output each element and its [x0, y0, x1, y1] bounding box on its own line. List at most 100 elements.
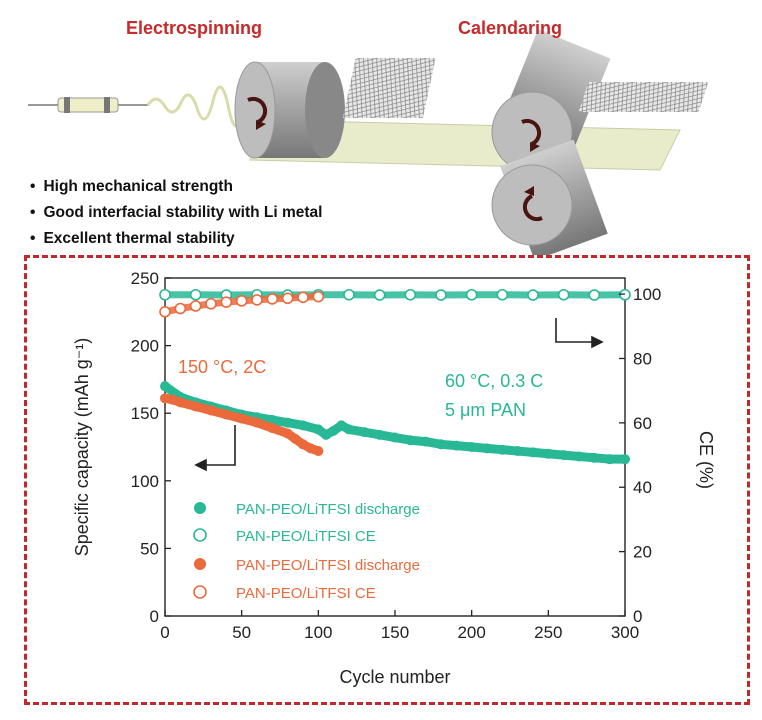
- feature-item: High mechanical strength: [30, 174, 322, 200]
- data-point: [496, 288, 509, 301]
- x-tick-label: 0: [160, 623, 169, 642]
- legend-marker-teal-open: [193, 528, 207, 542]
- data-point: [313, 424, 324, 435]
- right-axis-arrow: [555, 318, 604, 349]
- legend-marker-orange-open: [193, 585, 207, 599]
- legend-label: PAN-PEO/LiTFSI discharge: [236, 501, 420, 518]
- y-left-tick-label: 150: [131, 404, 159, 423]
- data-point: [512, 446, 523, 457]
- y-right-tick-label: 40: [633, 478, 652, 497]
- data-point: [527, 289, 539, 301]
- x-tick-label: 150: [381, 623, 409, 642]
- step-title-electrospinning: Electrospinning: [126, 18, 263, 38]
- data-point: [620, 454, 630, 465]
- feature-item: Good interfacial stability with Li metal: [30, 200, 322, 226]
- x-tick-label: 250: [534, 623, 562, 642]
- x-axis-label: Cycle number: [339, 667, 450, 687]
- data-point: [305, 443, 316, 454]
- data-point: [313, 446, 324, 457]
- nanofiber-mat: [342, 58, 436, 118]
- data-point: [282, 417, 293, 428]
- y-right-tick-label: 20: [633, 543, 652, 562]
- data-point: [359, 427, 370, 438]
- y-left-tick-label: 200: [131, 337, 159, 356]
- y-right-tick-label: 60: [633, 414, 652, 433]
- schematic-illustration: [28, 29, 709, 255]
- y-axis-right-label: CE (%): [696, 431, 716, 489]
- data-point: [205, 297, 217, 310]
- data-point: [343, 288, 355, 301]
- y-right-tick-label: 80: [633, 349, 652, 368]
- data-point: [266, 293, 279, 305]
- legend-marker-teal-filled: [194, 502, 206, 514]
- data-point: [374, 429, 385, 440]
- calendared-film: [578, 82, 709, 112]
- data-point: [167, 394, 178, 405]
- series-3: [159, 290, 325, 318]
- data-point: [159, 288, 171, 301]
- data-point: [221, 409, 232, 420]
- data-point: [160, 381, 170, 392]
- data-point: [435, 289, 447, 301]
- data-point: [159, 305, 171, 318]
- data-point: [298, 439, 308, 450]
- data-point: [189, 288, 202, 301]
- data-point: [405, 435, 416, 446]
- data-point: [321, 429, 331, 440]
- data-point: [189, 300, 202, 312]
- y-axis-left-label: Specific capacity (mAh g⁻¹): [72, 338, 92, 557]
- data-point: [298, 420, 308, 431]
- data-point: [328, 425, 339, 436]
- data-point: [236, 413, 247, 424]
- data-point: [312, 290, 325, 303]
- data-point: [251, 294, 263, 306]
- x-tick-label: 300: [611, 623, 639, 642]
- annotation-rt-thickness: 5 μm PAN: [445, 400, 526, 420]
- data-point: [574, 451, 584, 462]
- data-point: [482, 443, 492, 454]
- left-axis-arrow: [194, 425, 236, 472]
- data-point: [252, 417, 262, 428]
- data-point: [558, 450, 569, 461]
- data-point: [206, 405, 216, 416]
- data-point: [589, 452, 600, 463]
- chart-frame: [24, 255, 750, 705]
- data-point: [465, 288, 478, 301]
- data-point: [436, 439, 446, 450]
- data-point: [588, 289, 601, 301]
- data-point: [336, 420, 347, 431]
- series-0: [160, 381, 630, 465]
- axis-ticks: 0 50 100 150 200 250 3000501001502002500204060…: [131, 269, 662, 642]
- y-right-tick-label: 100: [633, 285, 661, 304]
- drum-collector: [234, 61, 345, 159]
- y-left-tick-label: 100: [131, 472, 159, 491]
- x-tick-label: 100: [304, 623, 332, 642]
- data-point: [160, 393, 170, 404]
- data-point: [420, 436, 431, 447]
- data-point: [281, 292, 294, 305]
- data-marks: [159, 288, 631, 465]
- legend-label: PAN-PEO/LiTFSI CE: [236, 585, 376, 602]
- data-point: [390, 432, 400, 443]
- x-tick-label: 200: [457, 623, 485, 642]
- data-point: [451, 440, 462, 451]
- y-left-tick-label: 50: [140, 539, 159, 558]
- y-left-tick-label: 0: [150, 607, 159, 626]
- data-point: [220, 296, 233, 308]
- data-point: [290, 433, 301, 444]
- calendar-roller-bottom: [491, 139, 608, 255]
- data-point: [466, 442, 477, 452]
- data-point: [344, 424, 354, 435]
- data-point: [497, 444, 508, 455]
- series-line: [160, 381, 630, 464]
- y-right-tick-label: 0: [633, 607, 642, 626]
- data-point: [373, 289, 386, 301]
- annotation-rt-condition: 60 °C, 0.3 C: [445, 371, 543, 391]
- legend-marker-orange-filled: [194, 558, 206, 570]
- legend-label: PAN-PEO/LiTFSI CE: [236, 528, 376, 545]
- x-tick-label: 50: [232, 623, 251, 642]
- data-point: [267, 423, 278, 434]
- feature-item: Excellent thermal stability: [30, 226, 322, 252]
